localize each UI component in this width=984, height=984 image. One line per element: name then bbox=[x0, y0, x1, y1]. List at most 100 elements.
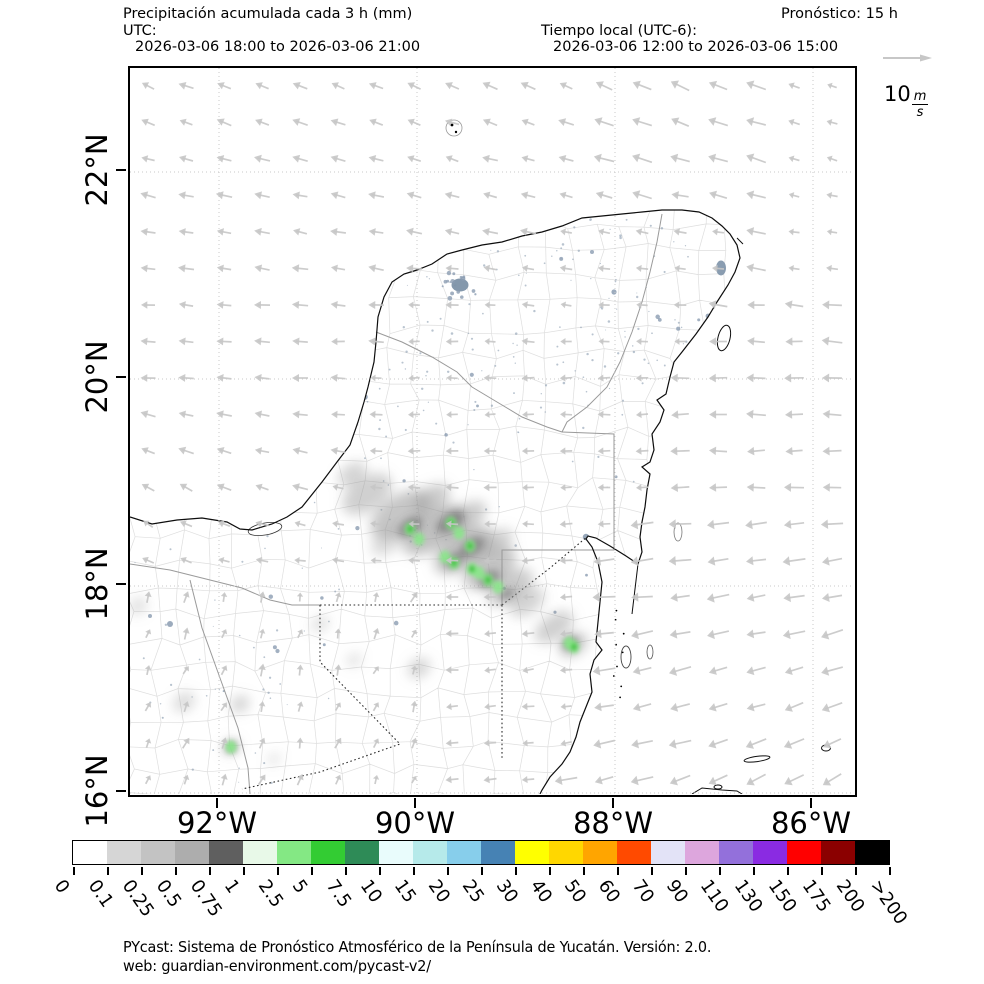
figure-title: Precipitación acumulada cada 3 h (mm) bbox=[123, 6, 413, 22]
colorbar-tick-label: 20 bbox=[423, 876, 454, 907]
colorbar-tick-label: 40 bbox=[525, 876, 556, 907]
colorbar-segment bbox=[515, 841, 549, 864]
colorbar-tick-label: 2.5 bbox=[253, 876, 288, 912]
colorbar-segment bbox=[481, 841, 515, 864]
colorbar-segment bbox=[821, 841, 855, 864]
colorbar-segment bbox=[107, 841, 141, 864]
local-time-label: Tiempo local (UTC-6): bbox=[541, 23, 697, 39]
lat-tick-label: 22°N bbox=[80, 133, 114, 207]
lon-tick-label: 86°W bbox=[770, 806, 852, 840]
lon-tick bbox=[216, 798, 219, 808]
colorbar-tick bbox=[650, 866, 653, 875]
colorbar-tick-label: 60 bbox=[593, 876, 624, 907]
precip-gray-layer bbox=[130, 461, 589, 765]
colorbar-segment bbox=[209, 841, 243, 864]
colorbar-segment bbox=[175, 841, 209, 864]
lon-tick bbox=[414, 798, 417, 808]
lagoon bbox=[247, 521, 283, 537]
colorbar-tick-label: 130 bbox=[729, 876, 767, 917]
wind-reference-arrow-icon bbox=[883, 54, 932, 62]
colorbar-tick bbox=[514, 866, 517, 875]
colorbar-tick-label: 200 bbox=[831, 876, 869, 917]
colorbar-segment bbox=[719, 841, 753, 864]
wind-reference-value: 10 m s bbox=[884, 82, 929, 120]
colorbar-tick bbox=[310, 866, 313, 875]
colorbar-tick-label: >200 bbox=[865, 876, 912, 929]
colorbar-tick-label: 0.25 bbox=[117, 876, 158, 921]
colorbar-tick-label: 150 bbox=[763, 876, 801, 917]
colorbar-tick bbox=[786, 866, 789, 875]
lat-tick bbox=[116, 583, 126, 586]
colorbar-tick-label: 175 bbox=[797, 876, 835, 917]
precipitation-colorbar bbox=[72, 840, 890, 865]
colorbar-segment bbox=[651, 841, 685, 864]
colorbar-segment bbox=[345, 841, 379, 864]
colorbar-tick-label: 0 bbox=[49, 876, 74, 898]
colorbar-segment bbox=[311, 841, 345, 864]
colorbar-tick bbox=[378, 866, 381, 875]
colorbar-segment bbox=[73, 841, 107, 864]
colorbar-segment bbox=[243, 841, 277, 864]
colorbar-tick-label: 0.75 bbox=[185, 876, 226, 921]
colorbar-segment bbox=[787, 841, 821, 864]
colorbar-tick bbox=[446, 866, 449, 875]
colorbar-tick-label: 7.5 bbox=[321, 876, 356, 912]
colorbar-tick bbox=[140, 866, 143, 875]
lat-tick bbox=[116, 376, 126, 379]
colorbar-tick bbox=[854, 866, 857, 875]
precip-green-layer bbox=[225, 516, 580, 754]
forecast-lead-label: Pronóstico: 15 h bbox=[781, 6, 898, 22]
local-time-range: 2026-03-06 12:00 to 2026-03-06 15:00 bbox=[553, 39, 839, 55]
state-boundaries-layer bbox=[130, 213, 663, 794]
colorbar-tick bbox=[412, 866, 415, 875]
colorbar-tick-label: 50 bbox=[559, 876, 590, 907]
lat-tick bbox=[116, 790, 126, 793]
colorbar-tick bbox=[718, 866, 721, 875]
colorbar-tick-label: 25 bbox=[457, 876, 488, 907]
colorbar-tick bbox=[616, 866, 619, 875]
colorbar-tick bbox=[344, 866, 347, 875]
colorbar-tick bbox=[72, 866, 75, 875]
colorbar-tick-label: 1 bbox=[219, 876, 244, 898]
colorbar-segment bbox=[583, 841, 617, 864]
colorbar-segment bbox=[141, 841, 175, 864]
lon-tick bbox=[810, 798, 813, 808]
colorbar-segment bbox=[277, 841, 311, 864]
lat-tick bbox=[116, 169, 126, 172]
colorbar-tick bbox=[888, 866, 891, 875]
colorbar-segment bbox=[379, 841, 413, 864]
colorbar-tick-label: 0.1 bbox=[83, 876, 118, 912]
colorbar-segment bbox=[855, 841, 889, 864]
utc-range: 2026-03-06 18:00 to 2026-03-06 21:00 bbox=[135, 39, 421, 55]
colorbar-tick bbox=[276, 866, 279, 875]
footer-web: web: guardian-environment.com/pycast-v2/ bbox=[123, 957, 431, 975]
colorbar-tick bbox=[242, 866, 245, 875]
colorbar-segment bbox=[685, 841, 719, 864]
colorbar-tick-label: 15 bbox=[389, 876, 420, 907]
map-canvas bbox=[128, 66, 857, 797]
colorbar-tick bbox=[582, 866, 585, 875]
lon-tick bbox=[612, 798, 615, 808]
colorbar-tick-label: 30 bbox=[491, 876, 522, 907]
forecast-map bbox=[130, 68, 854, 794]
colorbar-tick bbox=[480, 866, 483, 875]
colorbar-segment bbox=[447, 841, 481, 864]
colorbar-tick bbox=[684, 866, 687, 875]
lat-tick-label: 18°N bbox=[80, 547, 114, 621]
colorbar-tick-label: 70 bbox=[627, 876, 658, 907]
colorbar-tick bbox=[820, 866, 823, 875]
colorbar-tick-label: 5 bbox=[287, 876, 312, 898]
utc-label: UTC: bbox=[123, 23, 157, 39]
colorbar-segment bbox=[549, 841, 583, 864]
lat-tick-label: 20°N bbox=[80, 340, 114, 414]
wind-arrows-layer bbox=[140, 80, 844, 786]
colorbar-tick bbox=[106, 866, 109, 875]
colorbar-tick bbox=[208, 866, 211, 875]
colorbar-tick-label: 90 bbox=[661, 876, 692, 907]
wind-speed-value: 10 bbox=[884, 82, 911, 106]
colorbar-segment bbox=[753, 841, 787, 864]
lon-tick-label: 90°W bbox=[374, 806, 456, 840]
lon-tick-label: 88°W bbox=[572, 806, 654, 840]
